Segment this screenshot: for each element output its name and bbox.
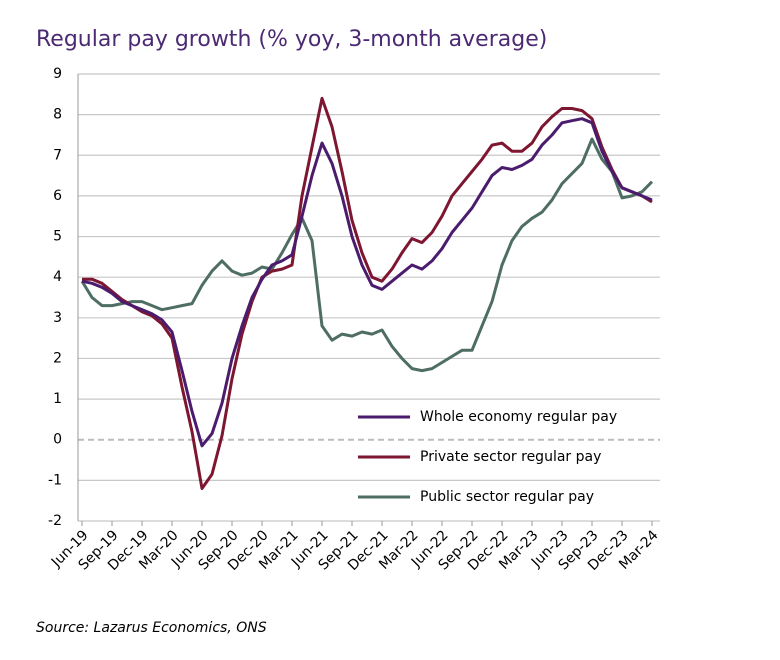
y-tick-label: -1	[48, 472, 62, 488]
y-tick-label: 1	[53, 391, 62, 407]
y-tick-label: 6	[53, 188, 62, 204]
series-line	[81, 117, 653, 448]
y-tick-label: 3	[53, 310, 62, 326]
series-line	[80, 137, 654, 373]
y-tick-label: 5	[53, 229, 62, 245]
y-tick-label: 9	[53, 66, 62, 82]
legend-label: Whole economy regular pay	[420, 409, 617, 425]
y-tick-label: 7	[53, 147, 62, 163]
y-tick-label: 2	[53, 350, 62, 366]
chart-title: Regular pay growth (% yoy, 3-month avera…	[36, 27, 547, 52]
series-line	[82, 96, 653, 490]
y-tick-label: 4	[53, 269, 62, 285]
legend-label: Public sector regular pay	[420, 489, 594, 505]
source: Source: Lazarus Economics, ONS	[36, 620, 267, 636]
y-tick-label: 8	[53, 107, 62, 123]
y-tick-label: 0	[53, 432, 62, 448]
y-tick-label: -2	[48, 513, 62, 529]
legend-label: Private sector regular pay	[420, 449, 601, 465]
